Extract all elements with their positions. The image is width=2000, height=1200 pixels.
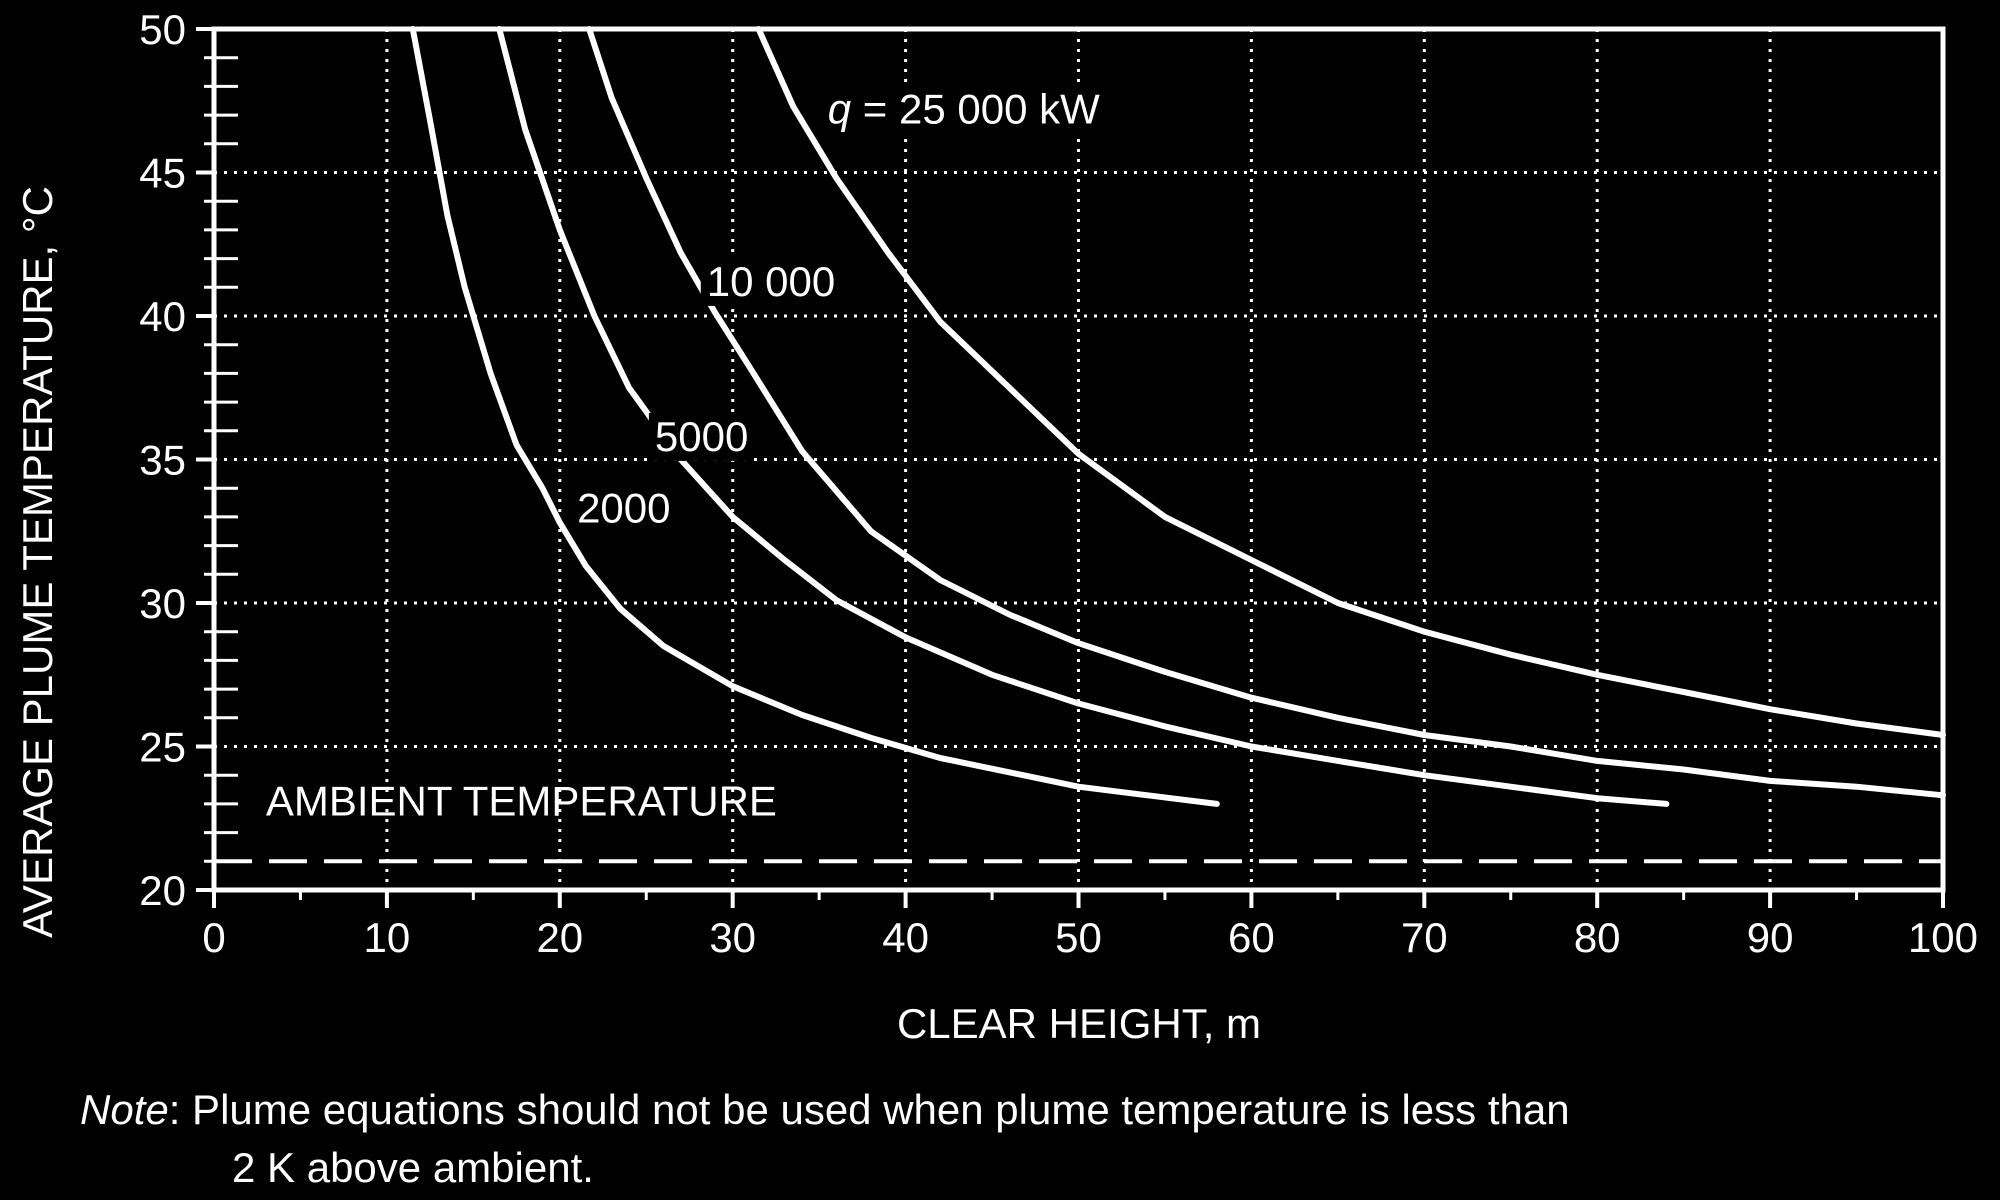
ambient-line-group: AMBIENT TEMPERATURE — [214, 777, 1943, 864]
y-axis-label: AVERAGE PLUME TEMPERATURE, °C — [14, 186, 61, 938]
y-tick-label: 20 — [139, 867, 186, 914]
note-line-1: : Plume equations should not be used whe… — [169, 1086, 1570, 1133]
x-tick-label: 20 — [536, 914, 583, 961]
series-label-2: 10 000 — [707, 258, 835, 305]
series-line-0 — [409, 26, 1220, 807]
x-tick-label: 90 — [1747, 914, 1794, 961]
series-label-bg — [571, 484, 676, 533]
x-tick-label: 60 — [1228, 914, 1275, 961]
y-tick-label: 30 — [139, 580, 186, 627]
note-label: Note — [80, 1086, 169, 1133]
series-line-3 — [755, 26, 1946, 738]
x-tick-label: 50 — [1055, 914, 1102, 961]
series-label-bg — [821, 85, 1133, 134]
y-tick-label: 45 — [139, 150, 186, 197]
y-tick-label: 25 — [139, 724, 186, 771]
series-label-bg — [700, 257, 851, 306]
note-line-2: 2 K above ambient. — [232, 1144, 594, 1191]
series-group: 2000 5000 10 000 q = 25 000 kW — [409, 26, 1946, 807]
x-tick-label: 0 — [202, 914, 225, 961]
text-group: CLEAR HEIGHT, m AVERAGE PLUME TEMPERATUR… — [14, 186, 1570, 1191]
ambient-temperature-label: AMBIENT TEMPERATURE — [266, 777, 777, 824]
tick-labels: 0 10 20 30 40 50 60 70 80 90 100 20 25 30 35 40 45 50 — [139, 6, 1978, 961]
x-tick-label: 40 — [882, 914, 929, 961]
x-tick-label: 100 — [1908, 914, 1978, 961]
x-axis-label: CLEAR HEIGHT, m — [897, 1000, 1261, 1047]
y-tick-label: 50 — [139, 6, 186, 53]
x-tick-label: 10 — [364, 914, 411, 961]
series-label-bg — [648, 412, 753, 461]
series-line-1 — [496, 26, 1670, 807]
series-line-2 — [586, 26, 1946, 799]
x-tick-label: 80 — [1574, 914, 1621, 961]
x-tick-label: 30 — [709, 914, 756, 961]
x-tick-label: 70 — [1401, 914, 1448, 961]
y-tick-label: 40 — [139, 293, 186, 340]
note-text: Note: Plume equations should not be used… — [80, 1086, 1570, 1133]
y-tick-label: 35 — [139, 437, 186, 484]
series-label-0: 2000 — [577, 485, 670, 532]
series-label-1: 5000 — [655, 413, 748, 460]
series-label-3: q = 25 000 kW — [828, 86, 1100, 133]
